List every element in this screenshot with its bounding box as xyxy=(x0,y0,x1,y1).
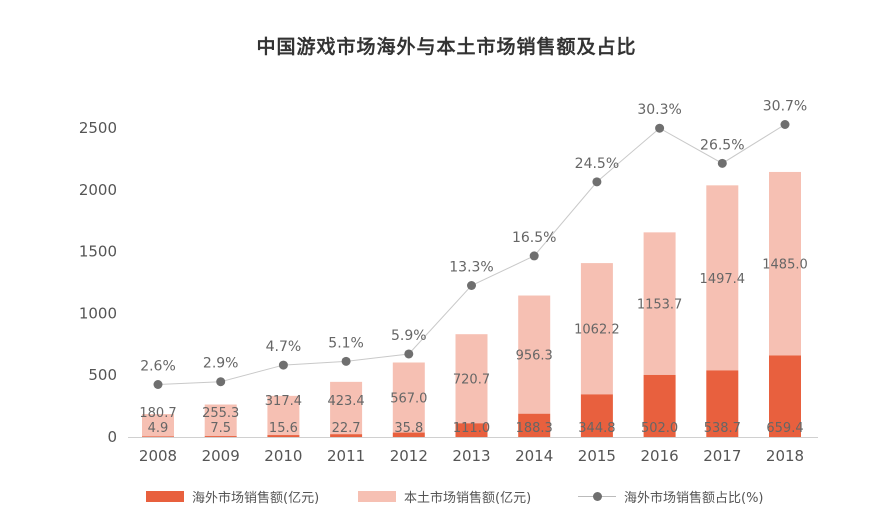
legend-label-overseas: 海外市场销售额(亿元) xyxy=(192,490,320,506)
overseas-value-label: 7.5 xyxy=(210,421,231,436)
x-tick-label: 2012 xyxy=(390,447,428,465)
bar-overseas-2013 xyxy=(455,423,488,437)
share-point-2015 xyxy=(592,177,602,187)
y-tick-label: 1000 xyxy=(79,304,117,322)
domestic-value-label: 567.0 xyxy=(390,392,427,407)
x-tick-label: 2017 xyxy=(703,447,741,465)
overseas-value-label: 538.7 xyxy=(704,421,741,436)
y-tick-label: 0 xyxy=(107,428,117,446)
bar-domestic-2016 xyxy=(643,232,676,375)
bar-overseas-2016 xyxy=(643,374,676,437)
share-value-label: 2.9% xyxy=(203,356,239,372)
domestic-value-label: 180.7 xyxy=(139,406,176,421)
share-value-label: 30.3% xyxy=(637,102,681,118)
domestic-value-label: 1153.7 xyxy=(637,298,683,313)
bar-overseas-2017 xyxy=(706,370,739,437)
domestic-value-label: 1497.4 xyxy=(700,272,746,287)
domestic-value-label: 317.4 xyxy=(265,394,302,409)
share-value-label: 5.1% xyxy=(328,335,364,351)
share-point-2014 xyxy=(529,251,539,261)
y-tick-label: 2500 xyxy=(79,119,117,137)
domestic-value-label: 720.7 xyxy=(453,373,490,388)
bar-overseas-2018 xyxy=(769,355,801,437)
share-point-2017 xyxy=(717,158,727,168)
overseas-value-label: 111.0 xyxy=(453,421,490,436)
share-point-2008 xyxy=(153,380,163,389)
x-tick-label: 2014 xyxy=(515,447,553,465)
domestic-value-label: 423.4 xyxy=(327,394,364,409)
bar-domestic-2008 xyxy=(142,414,174,437)
bar-overseas-2009 xyxy=(204,436,237,437)
x-tick-label: 2011 xyxy=(327,447,365,465)
bar-domestic-2011 xyxy=(330,381,363,435)
domestic-value-label: 1062.2 xyxy=(574,323,620,338)
domestic-value-label: 255.3 xyxy=(202,406,239,421)
share-point-2016 xyxy=(655,123,665,133)
x-tick-label: 2018 xyxy=(766,447,804,465)
share-point-2009 xyxy=(216,377,226,387)
bar-domestic-2018 xyxy=(769,171,801,356)
legend-swatch-overseas xyxy=(146,490,184,502)
bar-overseas-2014 xyxy=(518,413,551,437)
legend-label-domestic: 本土市场销售额(亿元) xyxy=(404,490,532,506)
legend-item-share: 海外市场销售额占比(%) xyxy=(578,486,764,506)
share-point-2011 xyxy=(341,356,351,366)
share-value-label: 5.9% xyxy=(391,328,427,344)
share-value-label: 30.7% xyxy=(763,99,807,115)
chart-title: 中国游戏市场海外与本土市场销售额及占比 xyxy=(256,36,637,58)
x-tick-label: 2013 xyxy=(452,447,490,465)
overseas-value-label: 22.7 xyxy=(332,421,361,436)
x-tick-label: 2015 xyxy=(578,447,616,465)
share-point-2012 xyxy=(404,349,414,359)
x-tick-label: 2008 xyxy=(139,447,177,465)
bar-domestic-2012 xyxy=(392,362,425,433)
bar-overseas-2008 xyxy=(142,436,174,437)
y-tick-label: 500 xyxy=(88,366,117,384)
x-tick-label: 2010 xyxy=(264,447,302,465)
legend-item-overseas: 海外市场销售额(亿元) xyxy=(146,486,319,506)
x-tick-label: 2009 xyxy=(202,447,240,465)
share-point-2013 xyxy=(467,280,476,290)
overseas-value-label: 502.0 xyxy=(641,421,678,436)
share-value-label: 2.6% xyxy=(140,359,176,375)
share-value-label: 26.5% xyxy=(700,137,744,153)
share-value-label: 4.7% xyxy=(266,339,302,355)
bar-overseas-2010 xyxy=(267,435,300,437)
share-value-label: 16.5% xyxy=(512,230,556,246)
bar-overseas-2011 xyxy=(330,434,363,437)
overseas-value-label: 35.8 xyxy=(394,421,423,436)
bar-overseas-2012 xyxy=(392,432,425,437)
share-value-label: 13.3% xyxy=(449,259,493,275)
domestic-value-label: 956.3 xyxy=(516,349,553,364)
overseas-value-label: 4.9 xyxy=(148,421,169,436)
share-point-2018 xyxy=(780,120,790,129)
y-tick-label: 1500 xyxy=(79,243,117,261)
legend-marker-share xyxy=(578,490,616,502)
overseas-value-label: 188.3 xyxy=(516,421,553,436)
bar-domestic-2009 xyxy=(204,404,237,437)
bar-overseas-2015 xyxy=(580,394,613,437)
x-tick-label: 2016 xyxy=(641,447,679,465)
bar-domestic-2014 xyxy=(518,295,551,414)
overseas-value-label: 15.6 xyxy=(269,421,298,436)
bar-domestic-2015 xyxy=(580,263,613,395)
share-point-2010 xyxy=(278,360,288,370)
share-value-label: 24.5% xyxy=(575,156,619,172)
overseas-value-label: 344.8 xyxy=(578,421,615,436)
legend-swatch-domestic xyxy=(358,490,396,502)
bar-domestic-2017 xyxy=(706,185,739,371)
bar-domestic-2010 xyxy=(267,395,300,436)
legend-label-share: 海外市场销售额占比(%) xyxy=(624,490,764,506)
overseas-value-label: 659.4 xyxy=(766,421,803,436)
bar-domestic-2013 xyxy=(455,334,488,424)
legend-item-domestic: 本土市场销售额(亿元) xyxy=(358,486,531,506)
domestic-value-label: 1485.0 xyxy=(762,258,808,273)
y-tick-label: 2000 xyxy=(79,181,117,199)
